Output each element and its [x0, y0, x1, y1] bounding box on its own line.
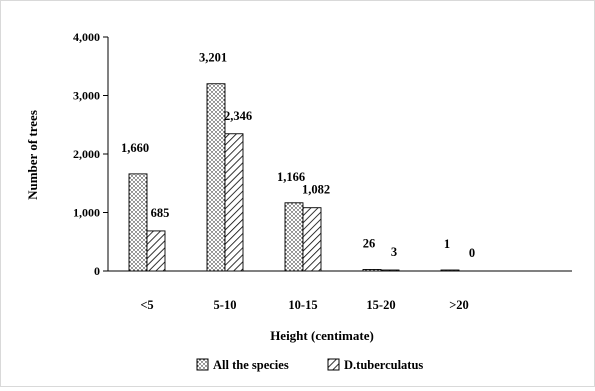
bar-all-species[interactable]: [128, 173, 148, 272]
y-axis-title: Number of trees: [25, 110, 40, 200]
x-tick-label: >20: [449, 298, 469, 312]
x-axis-title: Height (centimate): [270, 328, 374, 343]
legend-swatch-all-species: [196, 358, 209, 371]
bar-d-tuberculatus[interactable]: [302, 207, 322, 272]
data-label-all-species: 1,166: [277, 170, 305, 184]
legend-swatch-d-tuberculatus: [327, 358, 340, 371]
x-tick-label: <5: [140, 298, 153, 312]
y-tick-label: 0: [94, 264, 100, 278]
legend-item-d-tuberculatus[interactable]: D.tuberculatus: [327, 358, 423, 372]
bar-all-species[interactable]: [284, 202, 304, 272]
y-tick-label: 3,000: [73, 89, 100, 103]
bar-d-tuberculatus[interactable]: [380, 269, 400, 272]
bar-all-species[interactable]: [362, 269, 382, 272]
y-tick-label: 4,000: [73, 30, 100, 44]
y-tick-label: 1,000: [73, 206, 100, 220]
bar-all-species[interactable]: [206, 83, 226, 272]
bar-all-species[interactable]: [440, 269, 460, 272]
data-label-d-tuberculatus: 3: [391, 245, 397, 259]
bar-d-tuberculatus[interactable]: [224, 133, 244, 272]
legend: All the species D.tuberculatus: [196, 358, 423, 372]
x-tick-label: 10-15: [288, 298, 317, 312]
data-label-all-species: 1,660: [121, 141, 149, 155]
legend-label-all-species: All the species: [213, 358, 289, 372]
bar-d-tuberculatus[interactable]: [146, 230, 166, 272]
data-label-d-tuberculatus: 0: [469, 246, 475, 260]
data-label-all-species: 3,201: [199, 51, 227, 65]
x-tick-label: 5-10: [214, 298, 237, 312]
data-label-d-tuberculatus: 2,346: [224, 109, 252, 123]
y-tick-label: 2,000: [73, 147, 100, 161]
data-label-all-species: 1: [444, 237, 450, 251]
x-tick-label: 15-20: [366, 298, 395, 312]
legend-label-d-tuberculatus: D.tuberculatus: [344, 358, 423, 372]
legend-item-all-species[interactable]: All the species: [196, 358, 289, 372]
data-label-d-tuberculatus: 1,082: [302, 183, 330, 197]
data-label-all-species: 26: [363, 236, 376, 250]
data-label-d-tuberculatus: 685: [151, 206, 170, 220]
